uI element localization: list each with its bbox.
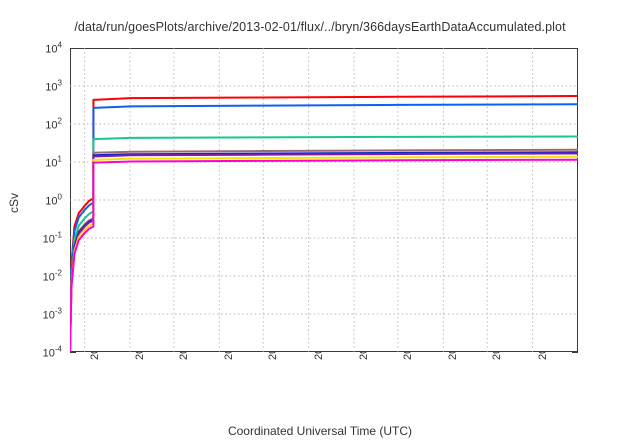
series-purple xyxy=(70,152,578,352)
y-tick-label: 103 xyxy=(45,78,62,94)
series-yellow xyxy=(70,155,578,352)
plot-area xyxy=(70,48,578,352)
y-axis-label: cSv xyxy=(0,0,26,448)
y-tick-label: 102 xyxy=(45,116,62,132)
y-tick-label: 100 xyxy=(45,192,62,208)
y-tick-label: 10-2 xyxy=(42,268,62,284)
y-tick-label: 10-1 xyxy=(42,230,62,246)
x-axis-label: Coordinated Universal Time (UTC) xyxy=(227,424,413,438)
data-series-group xyxy=(70,95,578,352)
series-blue xyxy=(70,103,578,352)
y-tick-label: 104 xyxy=(45,40,62,56)
y-tick-mark xyxy=(70,351,76,353)
y-tick-label: 10-3 xyxy=(42,306,62,322)
page-title: /data/run/goesPlots/archive/2013-02-01/f… xyxy=(74,20,566,34)
series-navy xyxy=(70,151,578,352)
y-tick-label: 10-4 xyxy=(42,344,62,360)
y-axis-label-text: cSv xyxy=(7,193,21,214)
y-tick-mark xyxy=(572,351,578,353)
gridlines xyxy=(70,48,578,352)
series-magenta xyxy=(70,158,578,352)
plot-canvas xyxy=(70,48,578,352)
series-spring-green xyxy=(70,135,578,352)
series-mauve xyxy=(70,148,578,352)
y-tick-label: 101 xyxy=(45,154,62,170)
